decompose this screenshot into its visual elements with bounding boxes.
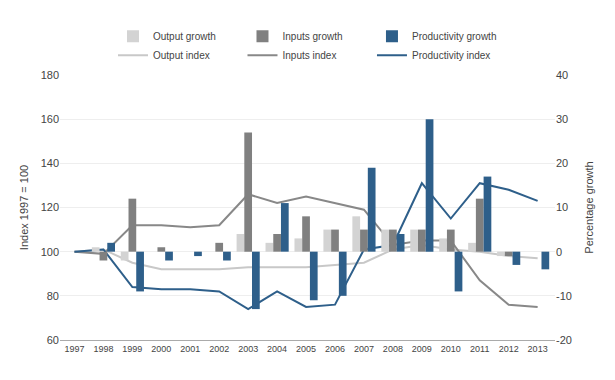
svg-text:2005: 2005 (296, 344, 316, 354)
svg-text:20: 20 (556, 157, 568, 169)
svg-text:30: 30 (556, 113, 568, 125)
svg-text:-20: -20 (556, 334, 572, 346)
svg-text:2002: 2002 (209, 344, 229, 354)
svg-text:Output growth: Output growth (153, 31, 216, 42)
svg-text:Inputs index: Inputs index (282, 50, 336, 61)
svg-text:2010: 2010 (441, 344, 461, 354)
svg-text:Productivity growth: Productivity growth (412, 31, 496, 42)
svg-text:Productivity index: Productivity index (412, 50, 490, 61)
svg-text:1999: 1999 (122, 344, 142, 354)
svg-text:60: 60 (47, 334, 59, 346)
svg-text:Inputs growth: Inputs growth (282, 31, 342, 42)
svg-text:140: 140 (41, 157, 59, 169)
svg-text:2003: 2003 (238, 344, 258, 354)
svg-text:2008: 2008 (383, 344, 403, 354)
svg-text:2001: 2001 (180, 344, 200, 354)
svg-text:2004: 2004 (267, 344, 287, 354)
svg-text:120: 120 (41, 201, 59, 213)
svg-text:2007: 2007 (354, 344, 374, 354)
svg-text:2000: 2000 (151, 344, 171, 354)
svg-text:180: 180 (41, 69, 59, 81)
svg-text:160: 160 (41, 113, 59, 125)
svg-text:2011: 2011 (470, 344, 489, 354)
svg-text:Output index: Output index (153, 50, 210, 61)
svg-text:-10: -10 (556, 290, 572, 302)
svg-text:0: 0 (556, 246, 562, 258)
svg-text:10: 10 (556, 201, 568, 213)
svg-text:1998: 1998 (93, 344, 113, 354)
svg-text:2009: 2009 (412, 344, 432, 354)
svg-text:80: 80 (47, 290, 59, 302)
svg-text:1997: 1997 (64, 344, 84, 354)
svg-text:100: 100 (41, 246, 59, 258)
svg-text:Percentage growth: Percentage growth (583, 161, 595, 253)
svg-text:2012: 2012 (499, 344, 519, 354)
svg-text:Index 1997 = 100: Index 1997 = 100 (18, 165, 30, 250)
svg-text:2006: 2006 (325, 344, 345, 354)
svg-text:40: 40 (556, 69, 568, 81)
svg-text:2013: 2013 (528, 344, 548, 354)
